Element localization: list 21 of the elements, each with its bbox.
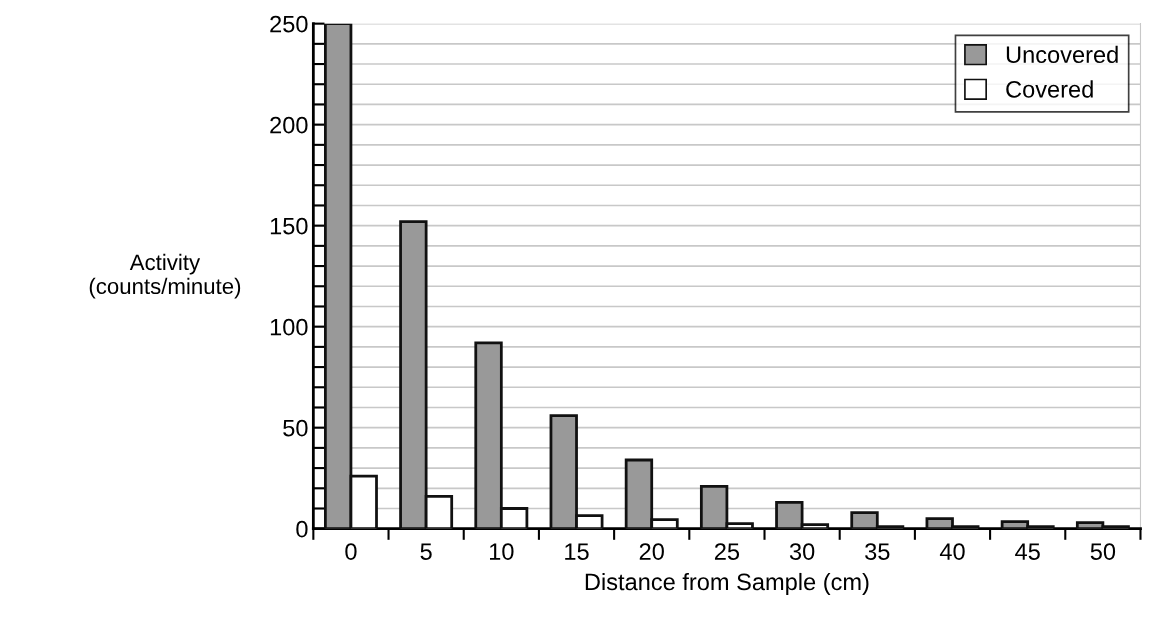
x-tick-label: 35 — [865, 543, 890, 560]
x-axis-title: Distance from Sample (cm) — [585, 572, 869, 595]
x-tick-label: 40 — [939, 543, 965, 560]
y-tick-label: 150 — [270, 217, 308, 235]
y-tick-label: 0 — [296, 520, 308, 538]
y-tick-label: 50 — [283, 419, 308, 437]
x-tick-label: 45 — [1015, 543, 1040, 560]
x-tick-label: 10 — [490, 543, 514, 560]
y-tick-label: 100 — [270, 318, 308, 336]
legend-label: Covered — [1006, 80, 1093, 98]
x-tick-label: 50 — [1090, 543, 1116, 560]
x-tick-label: 5 — [420, 543, 432, 560]
x-tick-label: 25 — [714, 543, 740, 560]
x-tick-label: 20 — [639, 543, 664, 560]
y-tick-label: 200 — [270, 116, 308, 134]
y-axis-title: Activity (counts/minute) — [89, 253, 241, 299]
x-tick-label: 0 — [345, 543, 357, 560]
x-tick-label: 15 — [565, 543, 589, 560]
x-tick-label: 30 — [789, 543, 815, 560]
legend-label: Uncovered — [1006, 45, 1118, 64]
y-tick-label: 250 — [270, 15, 308, 33]
